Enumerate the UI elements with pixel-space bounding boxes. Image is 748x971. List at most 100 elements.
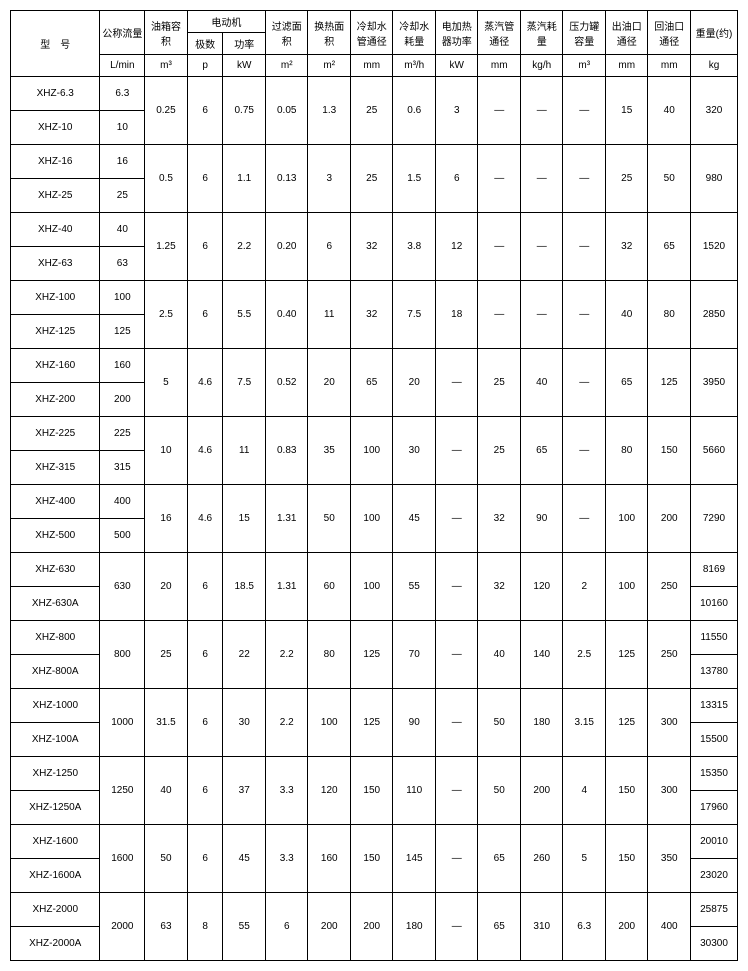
tank-cell: 10 (145, 417, 188, 485)
power-cell: 22 (223, 621, 266, 689)
hdr-tank: 油箱容积 (145, 11, 188, 55)
e_heat-cell: — (435, 825, 478, 893)
power-cell: 0.75 (223, 77, 266, 145)
press_tank-cell: 2 (563, 553, 606, 621)
weight-cell: 23020 (690, 859, 737, 893)
poles-cell: 4.6 (187, 349, 223, 417)
model-cell: XHZ-40 (11, 213, 100, 247)
table-row: XHZ-6.36.30.2560.750.051.3250.63———15403… (11, 77, 738, 111)
press_tank-cell: — (563, 77, 606, 145)
press_tank-cell: — (563, 281, 606, 349)
e_heat-cell: 12 (435, 213, 478, 281)
table-row: XHZ-40401.2562.20.206323.812———32651520 (11, 213, 738, 247)
hdr-model: 型 号 (11, 11, 100, 77)
weight-cell: 7290 (690, 485, 737, 553)
poles-cell: 6 (187, 825, 223, 893)
steam_pipe-cell: 32 (478, 485, 521, 553)
cool_pipe-cell: 25 (350, 145, 393, 213)
hdr-out-port: 出油口通径 (605, 11, 648, 55)
poles-cell: 6 (187, 281, 223, 349)
heat-cell: 50 (308, 485, 351, 553)
cool_use-cell: 55 (393, 553, 436, 621)
press_tank-cell: — (563, 145, 606, 213)
unit-poles: p (187, 55, 223, 77)
cool_use-cell: 7.5 (393, 281, 436, 349)
model-cell: XHZ-16 (11, 145, 100, 179)
ret_port-cell: 350 (648, 825, 691, 893)
cool_pipe-cell: 125 (350, 689, 393, 757)
ret_port-cell: 300 (648, 757, 691, 825)
flow-cell: 16 (100, 145, 145, 179)
ret_port-cell: 50 (648, 145, 691, 213)
weight-cell: 980 (690, 145, 737, 213)
power-cell: 2.2 (223, 213, 266, 281)
cool_pipe-cell: 100 (350, 485, 393, 553)
cool_pipe-cell: 32 (350, 281, 393, 349)
model-cell: XHZ-10 (11, 111, 100, 145)
flow-cell: 1000 (100, 689, 145, 757)
heat-cell: 160 (308, 825, 351, 893)
out_port-cell: 80 (605, 417, 648, 485)
e_heat-cell: 18 (435, 281, 478, 349)
weight-cell: 3950 (690, 349, 737, 417)
table-row: XHZ-63063020618.51.316010055—32120210025… (11, 553, 738, 587)
ret_port-cell: 250 (648, 553, 691, 621)
filter-cell: 6 (265, 893, 308, 961)
flow-cell: 1600 (100, 825, 145, 893)
cool_use-cell: 110 (393, 757, 436, 825)
hdr-steam-pipe: 蒸汽管通径 (478, 11, 521, 55)
ret_port-cell: 80 (648, 281, 691, 349)
press_tank-cell: 6.3 (563, 893, 606, 961)
model-cell: XHZ-500 (11, 519, 100, 553)
filter-cell: 0.83 (265, 417, 308, 485)
steam_use-cell: 260 (520, 825, 563, 893)
model-cell: XHZ-160 (11, 349, 100, 383)
e_heat-cell: — (435, 349, 478, 417)
filter-cell: 0.40 (265, 281, 308, 349)
filter-cell: 3.3 (265, 757, 308, 825)
hdr-motor: 电动机 (187, 11, 265, 33)
heat-cell: 3 (308, 145, 351, 213)
heat-cell: 6 (308, 213, 351, 281)
model-cell: XHZ-6.3 (11, 77, 100, 111)
ret_port-cell: 250 (648, 621, 691, 689)
tank-cell: 5 (145, 349, 188, 417)
tank-cell: 25 (145, 621, 188, 689)
unit-steam-use: kg/h (520, 55, 563, 77)
e_heat-cell: — (435, 553, 478, 621)
power-cell: 30 (223, 689, 266, 757)
table-row: XHZ-800800256222.28012570—401402.5125250… (11, 621, 738, 655)
cool_pipe-cell: 100 (350, 553, 393, 621)
spec-table: 型 号 公称流量 油箱容积 电动机 过滤面积 换热面积 冷却水管通径 冷却水耗量… (10, 10, 738, 961)
table-row: XHZ-1001002.565.50.4011327.518———4080285… (11, 281, 738, 315)
heat-cell: 11 (308, 281, 351, 349)
weight-cell: 13780 (690, 655, 737, 689)
heat-cell: 200 (308, 893, 351, 961)
power-cell: 7.5 (223, 349, 266, 417)
poles-cell: 6 (187, 621, 223, 689)
press_tank-cell: 5 (563, 825, 606, 893)
press_tank-cell: — (563, 417, 606, 485)
steam_use-cell: 200 (520, 757, 563, 825)
power-cell: 55 (223, 893, 266, 961)
unit-flow: L/min (100, 55, 145, 77)
hdr-power: 功率 (223, 33, 266, 55)
steam_pipe-cell: 50 (478, 689, 521, 757)
steam_use-cell: — (520, 145, 563, 213)
steam_pipe-cell: 25 (478, 417, 521, 485)
cool_pipe-cell: 200 (350, 893, 393, 961)
cool_use-cell: 180 (393, 893, 436, 961)
steam_use-cell: — (520, 77, 563, 145)
tank-cell: 0.25 (145, 77, 188, 145)
out_port-cell: 32 (605, 213, 648, 281)
steam_pipe-cell: 50 (478, 757, 521, 825)
steam_pipe-cell: 25 (478, 349, 521, 417)
cool_pipe-cell: 150 (350, 757, 393, 825)
steam_use-cell: 65 (520, 417, 563, 485)
steam_pipe-cell: 32 (478, 553, 521, 621)
filter-cell: 0.13 (265, 145, 308, 213)
weight-cell: 15350 (690, 757, 737, 791)
steam_pipe-cell: — (478, 213, 521, 281)
steam_pipe-cell: — (478, 281, 521, 349)
out_port-cell: 125 (605, 689, 648, 757)
